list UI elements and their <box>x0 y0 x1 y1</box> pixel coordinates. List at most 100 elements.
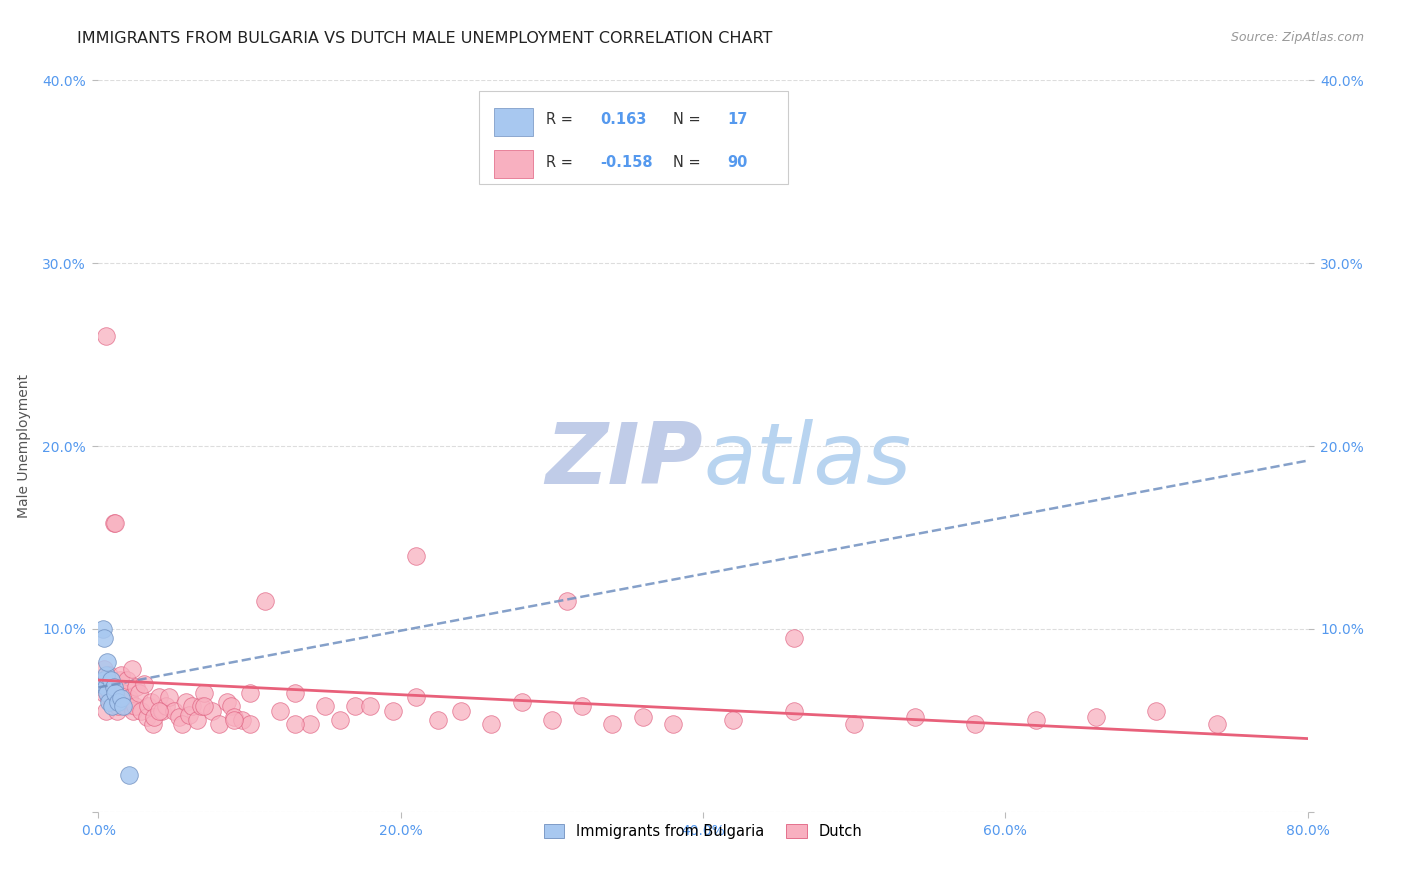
Point <box>96 686 118 700</box>
Point <box>382 704 405 718</box>
Point <box>224 709 246 723</box>
Point <box>101 698 124 713</box>
Point <box>129 704 152 718</box>
Point <box>93 686 115 700</box>
Point <box>163 704 186 718</box>
Point <box>661 717 683 731</box>
Point <box>1206 717 1229 731</box>
Point <box>107 698 129 713</box>
Point <box>193 686 215 700</box>
Point <box>155 698 177 713</box>
Point <box>783 704 806 718</box>
Point <box>135 709 157 723</box>
Point <box>100 673 122 687</box>
Point <box>510 695 533 709</box>
Text: R =: R = <box>546 112 578 128</box>
Point <box>96 676 118 690</box>
Point <box>284 686 307 700</box>
Point <box>90 681 112 695</box>
Point <box>427 714 450 728</box>
Point <box>94 704 117 718</box>
Point <box>94 329 117 343</box>
Point <box>170 717 193 731</box>
Point <box>844 717 866 731</box>
Point <box>148 704 170 718</box>
Point <box>186 714 208 728</box>
Text: IMMIGRANTS FROM BULGARIA VS DUTCH MALE UNEMPLOYMENT CORRELATION CHART: IMMIGRANTS FROM BULGARIA VS DUTCH MALE U… <box>77 31 773 46</box>
Point <box>90 676 112 690</box>
Point <box>224 714 246 728</box>
Point <box>125 681 148 695</box>
Point <box>98 691 121 706</box>
Point <box>115 673 138 687</box>
Point <box>284 717 307 731</box>
Point <box>141 695 163 709</box>
Point <box>231 714 253 728</box>
Point <box>148 690 170 704</box>
Point <box>104 516 127 530</box>
Point <box>1024 714 1046 728</box>
Y-axis label: Male Unemployment: Male Unemployment <box>17 374 31 518</box>
Point <box>110 667 132 681</box>
Text: 90: 90 <box>727 154 748 169</box>
FancyBboxPatch shape <box>494 108 533 136</box>
Point <box>128 686 150 700</box>
Point <box>103 681 125 695</box>
Text: 0.163: 0.163 <box>600 112 647 128</box>
Point <box>1144 704 1167 718</box>
Point <box>481 717 503 731</box>
Text: N =: N = <box>672 154 704 169</box>
Point <box>103 516 125 530</box>
Point <box>159 690 181 704</box>
Point <box>132 676 155 690</box>
Point <box>1085 709 1108 723</box>
Point <box>121 662 143 676</box>
Point <box>118 768 141 782</box>
Text: Source: ZipAtlas.com: Source: ZipAtlas.com <box>1230 31 1364 45</box>
Point <box>555 594 578 608</box>
Point <box>93 662 115 676</box>
Point <box>631 709 654 723</box>
Point <box>167 709 190 723</box>
Point <box>124 698 146 713</box>
Point <box>111 698 134 713</box>
Point <box>136 698 159 713</box>
Point <box>602 717 624 731</box>
Point <box>98 695 121 709</box>
Text: 17: 17 <box>727 112 748 128</box>
Point <box>91 673 114 687</box>
Point <box>112 695 135 709</box>
Point <box>904 709 927 723</box>
FancyBboxPatch shape <box>494 151 533 178</box>
Point <box>450 704 472 718</box>
Point <box>122 704 145 718</box>
Legend: Immigrants from Bulgaria, Dutch: Immigrants from Bulgaria, Dutch <box>538 818 868 845</box>
Point <box>114 698 136 713</box>
Point <box>344 698 367 713</box>
Point <box>405 690 427 704</box>
Point <box>96 655 118 669</box>
Point <box>93 631 115 645</box>
Point <box>174 695 197 709</box>
Point <box>253 594 276 608</box>
Point <box>405 549 427 563</box>
Point <box>215 695 238 709</box>
Point <box>208 717 231 731</box>
Point <box>94 681 117 695</box>
Point <box>190 698 212 713</box>
Point <box>104 686 127 700</box>
Point <box>299 717 322 731</box>
Point <box>221 698 243 713</box>
Point <box>100 681 122 695</box>
FancyBboxPatch shape <box>479 90 787 184</box>
Point <box>723 714 745 728</box>
Text: N =: N = <box>672 112 704 128</box>
Point <box>101 695 124 709</box>
Point <box>108 673 131 687</box>
Text: ZIP: ZIP <box>546 419 703 502</box>
Point <box>360 698 382 713</box>
Point <box>98 667 121 681</box>
Point <box>571 698 593 713</box>
Point <box>269 704 291 718</box>
Point <box>201 704 224 718</box>
